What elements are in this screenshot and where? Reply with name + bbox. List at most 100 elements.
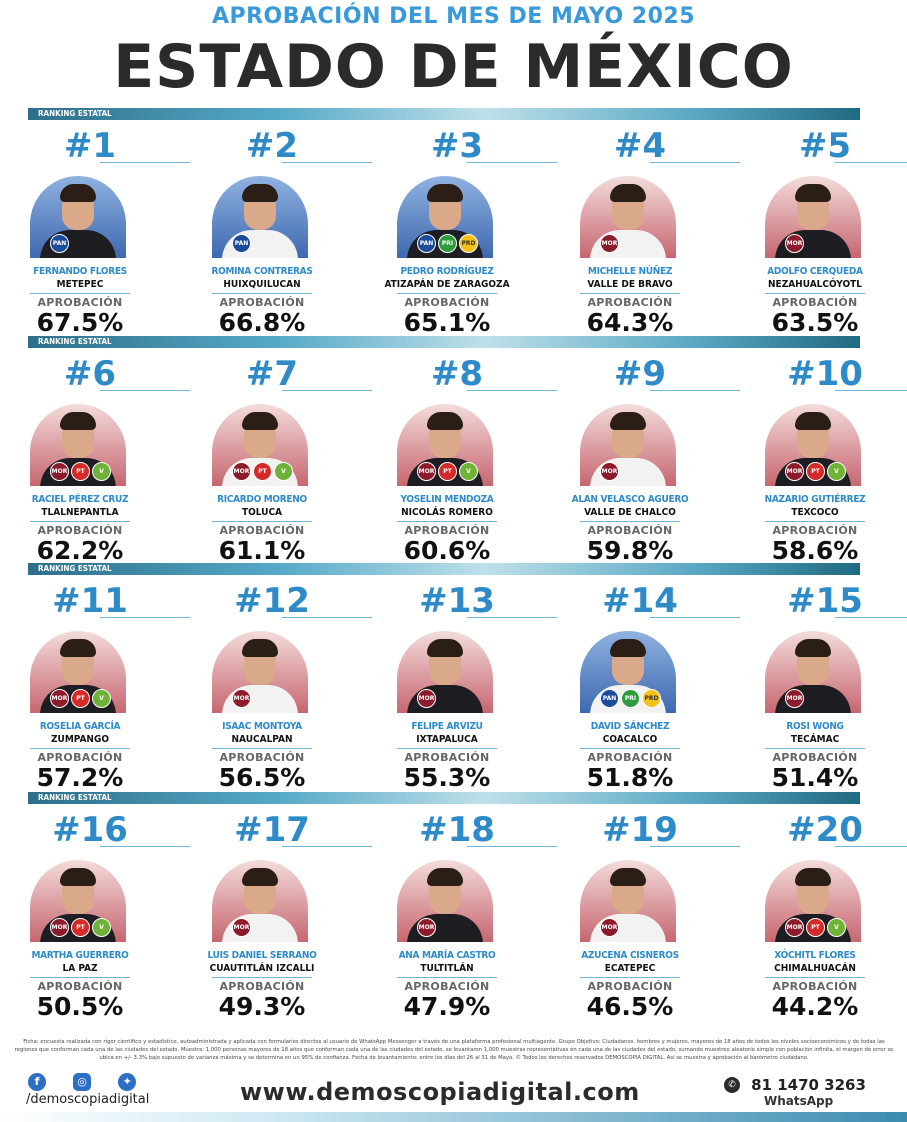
rank-divider: [650, 162, 740, 163]
rank-divider: [282, 390, 372, 391]
candidate-photo: MOR PT V: [397, 404, 493, 486]
candidate-hair: [427, 412, 463, 430]
whatsapp-number: 81 1470 3263: [751, 1075, 866, 1094]
candidate-hair: [427, 639, 463, 657]
candidate-name: PEDRO RODRÍGUEZ: [400, 266, 494, 277]
rank-number: #5: [798, 126, 852, 166]
party-pv-icon: V: [274, 462, 293, 481]
candidate-name: XÓCHITL FLORES: [774, 950, 856, 961]
municipality-name: HUIXQUILUCAN: [223, 279, 301, 290]
party-morena-icon: MOR: [785, 462, 804, 481]
rank-number: #9: [613, 354, 667, 394]
approval-label: APROBACIÓN: [772, 296, 858, 309]
party-pan-icon: PAN: [232, 234, 251, 253]
candidate-name: ANA MARÍA CASTRO: [398, 950, 496, 961]
party-pan-icon: PAN: [600, 689, 619, 708]
candidate-photo: MOR: [580, 860, 676, 942]
approval-label: APROBACIÓN: [219, 524, 305, 537]
party-logos: MOR: [600, 462, 621, 482]
candidate-hair: [610, 868, 646, 886]
social-handle[interactable]: /demoscopiadigital: [26, 1092, 150, 1107]
twitter-icon[interactable]: ✦: [118, 1073, 137, 1091]
approval-value: 66.8%: [218, 308, 306, 337]
party-prd-icon: PRD: [459, 234, 478, 253]
rank-number: #20: [787, 810, 863, 850]
rank-divider: [282, 846, 372, 847]
rank-divider: [650, 390, 740, 391]
party-morena-icon: MOR: [417, 462, 436, 481]
city-divider: [212, 293, 312, 294]
party-morena-icon: MOR: [232, 462, 251, 481]
approval-label: APROBACIÓN: [404, 524, 490, 537]
candidate-hair: [427, 184, 463, 202]
party-pv-icon: V: [92, 462, 111, 481]
municipality-name: CUAUTITLÁN IZCALLI: [209, 963, 315, 974]
candidate-photo: PAN PRI PRD: [580, 631, 676, 713]
candidate-photo: MOR: [397, 860, 493, 942]
candidate-name: AZUCENA CISNEROS: [581, 950, 679, 961]
facebook-icon[interactable]: f: [28, 1073, 46, 1091]
party-logos: MOR: [785, 689, 806, 709]
approval-value: 44.2%: [771, 992, 859, 1021]
rank-number: #17: [234, 810, 310, 850]
section-label: RANKING ESTATAL: [38, 793, 112, 802]
municipality-name: ZUMPANGO: [51, 734, 109, 745]
candidate-photo: MOR: [765, 176, 861, 258]
party-pt-icon: PT: [253, 462, 272, 481]
party-morena-icon: MOR: [600, 918, 619, 937]
website-link[interactable]: www.demoscopiadigital.com: [240, 1078, 640, 1106]
instagram-icon[interactable]: ◎: [73, 1073, 92, 1091]
rank-number: #1: [63, 126, 117, 166]
municipality-name: ATIZAPÁN DE ZARAGOZA: [384, 279, 510, 290]
party-logos: PAN: [50, 234, 71, 254]
rank-divider: [650, 617, 740, 618]
rank-divider: [282, 162, 372, 163]
approval-label: APROBACIÓN: [772, 980, 858, 993]
approval-label: APROBACIÓN: [219, 751, 305, 764]
candidate-name: FELIPE ARVIZU: [411, 721, 483, 732]
rank-number: #8: [430, 354, 484, 394]
whatsapp-contact[interactable]: ✆ 81 1470 3263 WhatsApp: [724, 1074, 866, 1108]
approval-value: 50.5%: [36, 992, 124, 1021]
candidate-hair: [610, 639, 646, 657]
section-bar: RANKING ESTATAL: [28, 108, 860, 120]
party-morena-icon: MOR: [785, 234, 804, 253]
city-divider: [580, 977, 680, 978]
party-logos: MOR: [232, 918, 253, 938]
rank-divider: [100, 617, 190, 618]
party-pv-icon: V: [92, 918, 111, 937]
party-logos: MOR PT V: [232, 462, 295, 482]
rank-number: #6: [63, 354, 117, 394]
candidate-name: LUIS DANIEL SERRANO: [207, 950, 317, 961]
whatsapp-label: WhatsApp: [764, 1094, 834, 1108]
section-label: RANKING ESTATAL: [38, 109, 112, 118]
social-links: f ◎ ✦: [28, 1070, 158, 1091]
candidate-hair: [795, 639, 831, 657]
party-logos: MOR PT V: [50, 689, 113, 709]
municipality-name: VALLE DE CHALCO: [584, 507, 676, 518]
city-divider: [397, 293, 497, 294]
approval-value: 63.5%: [771, 308, 859, 337]
approval-label: APROBACIÓN: [404, 296, 490, 309]
rank-divider: [835, 390, 907, 391]
candidate-name: MICHELLE NÚÑEZ: [587, 266, 673, 277]
candidate-name: FERNANDO FLORES: [33, 266, 127, 277]
candidate-photo: MOR: [212, 631, 308, 713]
approval-value: 46.5%: [586, 992, 674, 1021]
approval-label: APROBACIÓN: [772, 751, 858, 764]
party-logos: MOR PT V: [50, 462, 113, 482]
rank-number: #4: [613, 126, 667, 166]
page-subtitle: APROBACIÓN DEL MES DE MAYO 2025: [211, 4, 696, 29]
rank-number: #2: [245, 126, 299, 166]
rank-number: #11: [52, 581, 128, 621]
approval-label: APROBACIÓN: [219, 980, 305, 993]
rank-divider: [835, 162, 907, 163]
party-logos: MOR: [785, 234, 806, 254]
section-bar: RANKING ESTATAL: [28, 336, 860, 348]
rank-number: #14: [602, 581, 678, 621]
city-divider: [765, 293, 865, 294]
rank-number: #13: [419, 581, 495, 621]
municipality-name: NAUCALPAN: [231, 734, 293, 745]
approval-value: 58.6%: [771, 536, 859, 565]
candidate-name: NAZARIO GUTIÉRREZ: [764, 494, 866, 505]
